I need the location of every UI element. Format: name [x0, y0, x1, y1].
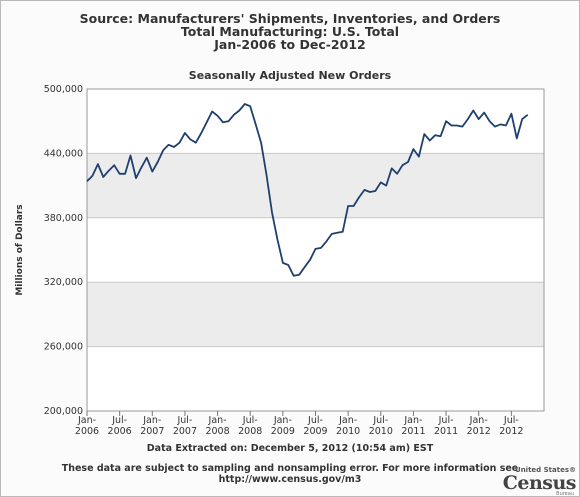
y-tick-label: 500,000 [44, 84, 83, 95]
x-tick-label-month: Jul- [438, 415, 454, 426]
disclaimer: These data are subject to sampling and n… [0, 463, 580, 485]
x-tick-label-month: Jan- [338, 415, 357, 426]
x-tick-label-month: Jul- [111, 415, 127, 426]
data-extracted-note: Data Extracted on: December 5, 2012 (10:… [146, 443, 434, 454]
logo-name: Census [502, 472, 577, 494]
x-tick-label-month: Jul- [242, 415, 258, 426]
x-tick-label-month: Jul- [372, 415, 388, 426]
x-tick-label-month: Jan- [142, 415, 161, 426]
x-tick-label-year: 2010 [336, 426, 360, 437]
x-tick-label-year: 2007 [173, 426, 197, 437]
y-tick-label: 380,000 [44, 213, 83, 224]
chart-header: Source: Manufacturers' Shipments, Invent… [0, 12, 580, 51]
x-tick-label-month: Jan- [403, 415, 422, 426]
source-title: Source: Manufacturers' Shipments, Invent… [79, 11, 501, 26]
x-tick-label-year: 2006 [75, 426, 99, 437]
x-tick-label-year: 2010 [369, 426, 393, 437]
x-tick-label-year: 2009 [303, 426, 327, 437]
x-tick-label-month: Jan- [77, 415, 96, 426]
census-logo: United States® Census Bureau [503, 466, 577, 497]
x-tick-label-year: 2008 [205, 426, 229, 437]
x-tick-label-year: 2006 [108, 426, 132, 437]
x-tick-label-month: Jul- [176, 415, 192, 426]
x-tick-label-month: Jan- [208, 415, 227, 426]
disclaimer-text: These data are subject to sampling and n… [61, 463, 519, 474]
date-range-title: Jan-2006 to Dec-2012 [214, 37, 366, 52]
y-tick-label: 320,000 [44, 277, 83, 288]
y-tick-label: 260,000 [44, 342, 83, 353]
x-tick-label-year: 2012 [499, 426, 523, 437]
logo-country: United States® [515, 466, 576, 474]
chart-title: Seasonally Adjusted New Orders [188, 69, 392, 82]
x-tick-label-year: 2012 [467, 426, 491, 437]
logo-bureau: Bureau [556, 491, 574, 497]
y-tick-label: 440,000 [44, 148, 83, 159]
grid-band [87, 282, 544, 347]
grid-band [87, 153, 544, 218]
x-tick-label-month: Jul- [307, 415, 323, 426]
x-tick-label-year: 2008 [238, 426, 262, 437]
series-title: Total Manufacturing: U.S. Total [180, 24, 400, 39]
x-tick-label-month: Jul- [503, 415, 519, 426]
x-tick-label-year: 2007 [140, 426, 164, 437]
x-tick-label-year: 2011 [434, 426, 458, 437]
x-tick-label-year: 2009 [271, 426, 295, 437]
y-tick-label: 200,000 [44, 406, 83, 417]
census-link[interactable]: http://www.census.gov/m3 [218, 474, 362, 485]
x-tick-label-month: Jan- [469, 415, 488, 426]
series-line [86, 103, 529, 277]
x-tick-label-year: 2011 [401, 426, 425, 437]
x-tick-label-month: Jan- [273, 415, 292, 426]
